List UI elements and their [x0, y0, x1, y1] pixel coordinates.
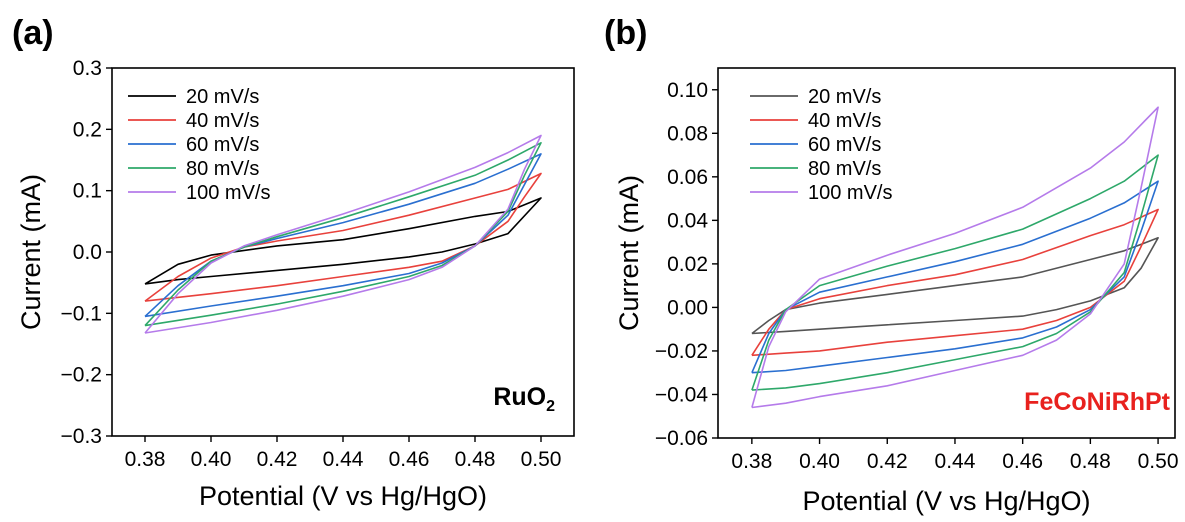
- panel-b-series-80-mv-s: [751, 154, 1159, 391]
- panel-b-legend-label: 60 mV/s: [808, 134, 881, 156]
- panel-b-legend-label: 20 mV/s: [808, 86, 881, 108]
- panel-a-x-tick-label: 0.40: [191, 448, 232, 471]
- panel-a-series: [144, 134, 542, 334]
- panel-b-x-tick-label: 0.44: [935, 450, 976, 473]
- panel-b-x-axis-title: Potential (V vs Hg/HgO): [802, 486, 1090, 516]
- panel-a-x-tick-label: 0.46: [389, 448, 430, 471]
- panel-a-y-axis: −0.3 −0.2 −0.1 0.0 0.1 0.2 0.3: [61, 57, 112, 448]
- panel-a-y-tick-label: 0.3: [73, 57, 102, 80]
- panel-b-plot-frame: [717, 67, 1176, 439]
- panel-b-y-axis-title: Current (mA): [614, 175, 644, 331]
- panel-b-y-tick-label: 0.10: [667, 79, 708, 102]
- panel-b-label: (b): [604, 14, 647, 52]
- panel-b-y-tick-label: 0.04: [667, 209, 708, 232]
- panel-b-legend-label: 40 mV/s: [808, 110, 881, 132]
- panel-a-legend-label: 80 mV/s: [186, 158, 259, 180]
- panel-a-legend-label: 100 mV/s: [186, 182, 270, 204]
- panel-b-y-tick-label: −0.02: [655, 340, 708, 363]
- panel-a-series-100-mv-s: [144, 134, 542, 334]
- panel-a-x-tick-label: 0.50: [521, 448, 562, 471]
- panel-a-y-tick-label: 0.0: [73, 241, 102, 264]
- panel-a-sample-name: RuO: [493, 383, 546, 411]
- panel-b-series: [751, 106, 1159, 409]
- panel-b-x-tick-label: 0.50: [1138, 450, 1179, 473]
- panel-b-x-tick-label: 0.38: [731, 450, 772, 473]
- panel-a-plot-frame: [111, 67, 575, 437]
- panel-a-x-axis-title: Potential (V vs Hg/HgO): [199, 481, 487, 511]
- panel-a-legend-label: 20 mV/s: [186, 86, 259, 108]
- panel-a-x-tick-label: 0.42: [257, 448, 298, 471]
- panel-a-y-tick-label: 0.1: [73, 180, 102, 203]
- panel-a-legend-label: 40 mV/s: [186, 110, 259, 132]
- panel-a-label: (a): [12, 14, 54, 52]
- panel-a-sample-subscript: 2: [546, 398, 555, 415]
- panel-a-y-tick-label: −0.3: [61, 425, 102, 448]
- panel-b-series-60-mv-s: [751, 180, 1159, 374]
- panel-a: (a) 0.38 0.40 0.42 0.44 0.46 0.48 0.50 −0.3−0.…: [12, 14, 575, 511]
- panel-a-legend-label: 60 mV/s: [186, 134, 259, 156]
- panel-b-x-tick-label: 0.48: [1070, 450, 1111, 473]
- panel-a-series-80-mv-s: [144, 142, 542, 327]
- panel-b-sample-label: FeCoNiRhPt: [1024, 388, 1171, 416]
- panel-b-legend-label: 100 mV/s: [808, 182, 892, 204]
- panel-b-y-tick-label: 0.00: [667, 296, 708, 319]
- panel-b-series-40-mv-s: [751, 208, 1159, 357]
- panel-a-x-axis: 0.38 0.40 0.42 0.44 0.46 0.48 0.50: [125, 436, 562, 471]
- panel-b-x-axis: 0.38 0.40 0.42 0.44 0.46 0.48 0.50: [731, 438, 1179, 473]
- panel-a-y-axis-title: Current (mA): [16, 174, 46, 330]
- panel-b: (b) 0.38 0.40 0.42 0.44 0.46 0.48 0.50 −0.06−0…: [604, 14, 1179, 516]
- panel-b-y-tick-label: 0.02: [667, 253, 708, 276]
- panel-b-series-100-mv-s: [751, 106, 1159, 409]
- panel-a-y-tick-label: −0.1: [61, 302, 102, 325]
- panel-b-x-tick-label: 0.46: [1002, 450, 1043, 473]
- panel-b-x-tick-label: 0.42: [867, 450, 908, 473]
- panel-b-y-tick-label: −0.06: [655, 427, 708, 450]
- panel-a-x-tick-label: 0.48: [455, 448, 496, 471]
- panel-a-x-tick-label: 0.44: [323, 448, 364, 471]
- panel-a-sample-label: RuO2: [493, 383, 555, 415]
- panel-a-y-tick-label: −0.2: [61, 364, 102, 387]
- panel-a-series-20-mv-s: [144, 197, 542, 285]
- panel-b-sample-name: FeCoNiRhPt: [1024, 388, 1171, 416]
- panel-b-x-tick-label: 0.40: [799, 450, 840, 473]
- panel-b-legend-label: 80 mV/s: [808, 158, 881, 180]
- panel-b-y-tick-label: 0.08: [667, 122, 708, 145]
- panel-a-x-tick-label: 0.38: [125, 448, 166, 471]
- panel-b-y-tick-label: −0.04: [655, 383, 708, 406]
- panel-b-series-20-mv-s: [751, 237, 1159, 335]
- panel-b-y-axis: −0.06 −0.04 −0.02 0.00 0.02 0.04 0.06 0.08 0.10: [655, 79, 718, 450]
- panel-b-y-tick-label: 0.06: [667, 166, 708, 189]
- panel-a-y-tick-label: 0.2: [73, 118, 102, 141]
